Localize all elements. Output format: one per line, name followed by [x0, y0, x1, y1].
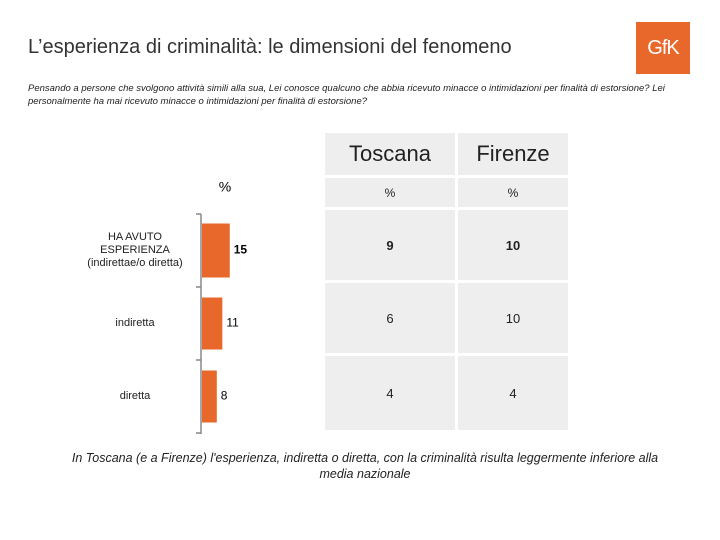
table-cell: 4	[458, 356, 568, 430]
table-cell: 4	[325, 356, 455, 430]
value-label: 11	[226, 316, 239, 330]
bar	[202, 223, 230, 278]
bar	[202, 370, 217, 423]
slide-title: L’esperienza di criminalità: le dimensio…	[28, 36, 512, 58]
column-header: Toscana	[325, 133, 455, 175]
unit-cell: %	[458, 178, 568, 207]
column-header: Firenze	[458, 133, 568, 175]
table-cell: 10	[458, 210, 568, 280]
value-label: 15	[234, 243, 248, 257]
unit-label: %	[219, 179, 231, 195]
category-label: HA AVUTO ESPERIENZA (indirettae/o dirett…	[87, 231, 183, 269]
table-cell: 10	[458, 283, 568, 353]
unit-cell: %	[325, 178, 455, 207]
table-cell: 9	[325, 210, 455, 280]
category-label: indiretta	[115, 317, 155, 329]
question: Pensando a persone che svolgono attività…	[28, 83, 665, 107]
category-label: diretta	[119, 390, 151, 402]
footnote: In Toscana (e a Firenze) l'esperienza, i…	[71, 451, 659, 481]
logo: GfK	[636, 22, 690, 74]
bar	[202, 297, 223, 350]
value-label: 8	[221, 389, 228, 403]
table-cell: 6	[325, 283, 455, 353]
